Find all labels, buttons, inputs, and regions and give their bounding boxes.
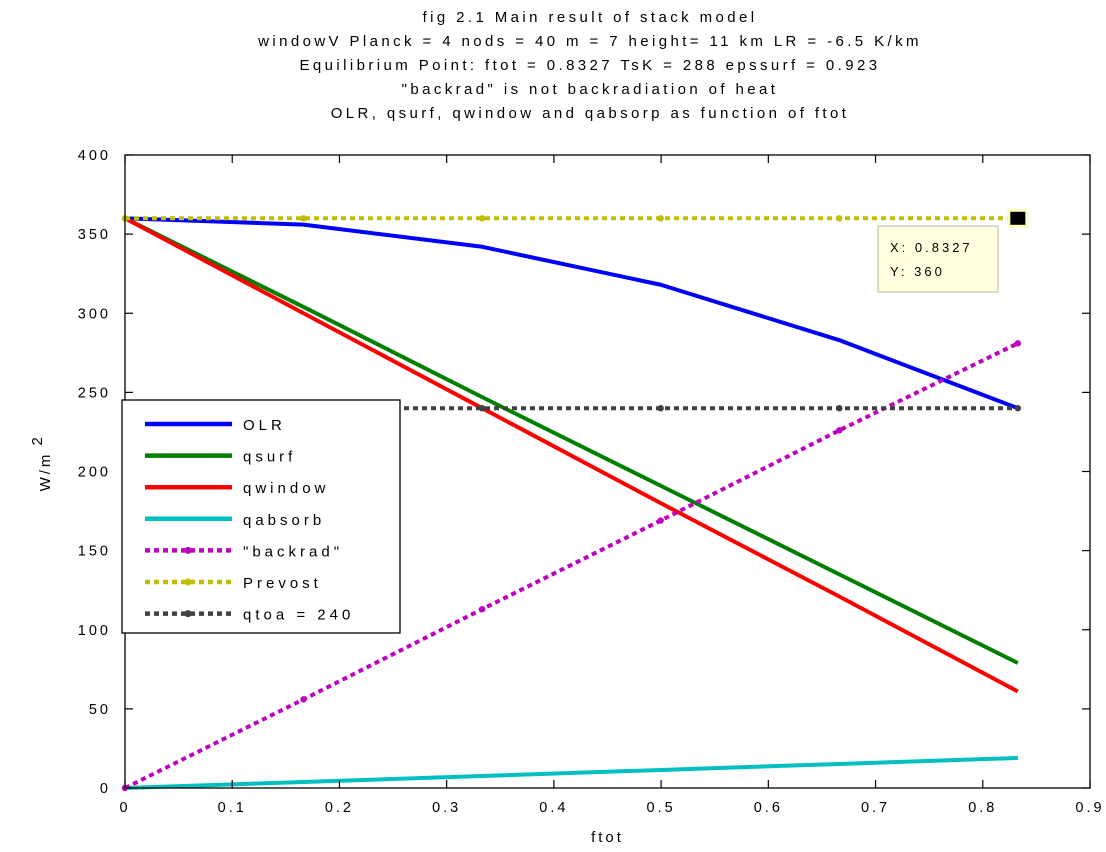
legend-marker-5 bbox=[184, 578, 192, 586]
x-tick-label: 0.4 bbox=[539, 800, 568, 816]
legend-marker-4 bbox=[184, 546, 192, 554]
y-tick-label: 50 bbox=[89, 702, 111, 718]
x-tick-label: 0.7 bbox=[861, 800, 890, 816]
y-tick-label: 350 bbox=[78, 227, 111, 243]
x-tick-label: 0.2 bbox=[325, 800, 354, 816]
datatip-y-label: Y: 360 bbox=[890, 264, 945, 279]
datatip-marker[interactable] bbox=[1007, 208, 1029, 228]
legend-entry-4: "backrad" bbox=[243, 543, 343, 560]
x-tick-label: 0.5 bbox=[647, 800, 676, 816]
series-line-1 bbox=[124, 216, 1019, 665]
title-line-5: OLR, qsurf, qwindow and qabsorp as funct… bbox=[331, 105, 850, 122]
legend-marker-6 bbox=[184, 610, 192, 618]
y-tick-label: 300 bbox=[78, 306, 111, 322]
datatip-x-label: X: 0.8327 bbox=[890, 240, 973, 255]
series-line-4 bbox=[124, 341, 1019, 790]
y-tick-label: 200 bbox=[78, 465, 111, 481]
legend-entry-2: qwindow bbox=[243, 480, 329, 497]
title-line-2: windowV Planck = 4 nods = 40 m = 7 heigh… bbox=[257, 33, 922, 50]
y-tick-label: 150 bbox=[78, 544, 111, 560]
y-axis-label-text: W/m bbox=[37, 452, 54, 492]
legend-entry-1: qsurf bbox=[243, 449, 296, 466]
series-marker-6 bbox=[836, 405, 843, 412]
series-line-0 bbox=[124, 216, 1019, 411]
title-line-3: Equilibrium Point: ftot = 0.8327 TsK = 2… bbox=[300, 57, 881, 74]
y-tick-label: 100 bbox=[78, 623, 111, 639]
x-tick-label: 0.6 bbox=[754, 800, 783, 816]
datatip[interactable]: X: 0.8327 Y: 360 bbox=[877, 208, 1029, 293]
series-marker-5 bbox=[300, 215, 307, 222]
x-tick-label: 0.9 bbox=[1075, 800, 1104, 816]
legend-entry-6: qtoa = 240 bbox=[243, 607, 354, 624]
y-tick-label: 400 bbox=[78, 148, 111, 164]
x-tick-label: 0.3 bbox=[432, 800, 461, 816]
series-marker-4 bbox=[836, 427, 843, 434]
series-marker-4 bbox=[478, 605, 486, 613]
x-tick-label: 0.1 bbox=[218, 800, 247, 816]
axes: 0 0.1 0.2 0.3 0.4 0.5 0.6 0.7 0.8 0.9 0 50 100 150 200… bbox=[78, 148, 1104, 816]
series-line-2 bbox=[124, 216, 1019, 694]
series-marker-6 bbox=[1014, 405, 1022, 412]
legend: OLR qsurf qwindow qabsorb "backrad" Prevost qt… bbox=[121, 399, 401, 634]
x-axis-label: ftot bbox=[591, 829, 624, 846]
y-tick-label: 0 bbox=[100, 781, 111, 797]
legend-entry-3: qabsorb bbox=[243, 512, 325, 529]
y-axis-label-superscript: 2 bbox=[29, 434, 46, 445]
title-line-1: fig 2.1 Main result of stack model bbox=[423, 9, 758, 26]
series-marker-6 bbox=[657, 405, 664, 412]
series-marker-4 bbox=[657, 517, 664, 524]
series-line-3 bbox=[124, 755, 1018, 790]
series-marker-5 bbox=[836, 215, 843, 222]
y-axis-label: W/m 2 bbox=[29, 434, 54, 491]
title-line-4: "backrad" is not backradiation of heat bbox=[402, 81, 779, 98]
series-marker-4 bbox=[300, 696, 307, 703]
y-tick-label: 250 bbox=[78, 385, 111, 401]
legend-box bbox=[121, 399, 401, 634]
legend-entry-0: OLR bbox=[243, 417, 286, 434]
series-marker-5 bbox=[657, 215, 664, 222]
series-marker-4 bbox=[1014, 340, 1022, 347]
series-marker-5 bbox=[478, 215, 486, 222]
series-marker-6 bbox=[478, 405, 486, 412]
datatip-box bbox=[877, 225, 999, 293]
x-tick-label: 0 bbox=[119, 800, 130, 816]
chart-title: fig 2.1 Main result of stack model window… bbox=[257, 9, 922, 122]
legend-entry-5: Prevost bbox=[243, 575, 322, 592]
x-tick-label: 0.8 bbox=[968, 800, 997, 816]
